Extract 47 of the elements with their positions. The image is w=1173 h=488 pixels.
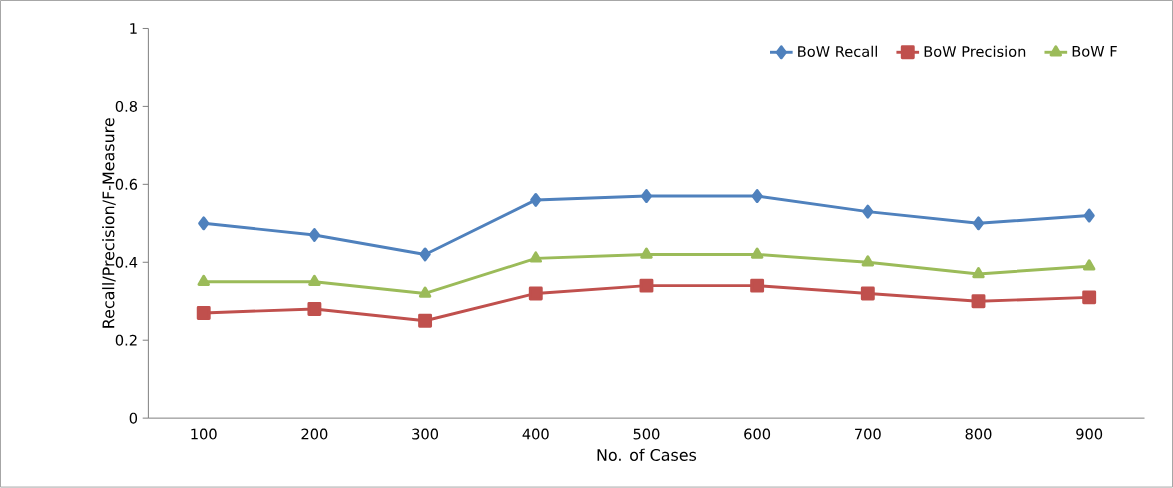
point bbox=[308, 228, 320, 243]
point bbox=[419, 247, 431, 262]
point bbox=[196, 306, 211, 321]
point bbox=[862, 204, 874, 219]
point bbox=[1083, 208, 1095, 223]
point bbox=[418, 286, 432, 298]
x-tick-label: 200 bbox=[301, 428, 328, 440]
y-axis-title: Recall/Precision/F-Measure bbox=[102, 118, 116, 328]
point bbox=[1082, 259, 1096, 271]
point bbox=[530, 193, 542, 208]
point bbox=[640, 189, 653, 204]
x-tick-label: 400 bbox=[522, 428, 549, 440]
point bbox=[198, 216, 210, 231]
y-tick-label: 0.4 bbox=[115, 256, 138, 268]
point bbox=[1082, 290, 1097, 305]
x-tick-label: 300 bbox=[412, 428, 439, 440]
point bbox=[972, 216, 985, 231]
x-tick-label: 600 bbox=[744, 428, 771, 440]
point bbox=[529, 251, 542, 263]
y-tick-label: 0 bbox=[129, 412, 138, 424]
point bbox=[418, 313, 433, 328]
y-tick-label: 0.8 bbox=[115, 101, 138, 113]
y-tick-label: 1 bbox=[130, 23, 137, 34]
x-tick-label: 700 bbox=[855, 428, 881, 440]
point bbox=[640, 247, 653, 259]
point bbox=[528, 286, 543, 301]
point bbox=[197, 275, 210, 287]
x-axis-title: No. of Cases bbox=[597, 448, 697, 462]
x-tick-label: 500 bbox=[633, 428, 660, 440]
point bbox=[307, 302, 322, 317]
point bbox=[639, 278, 654, 293]
x-tick-label: 900 bbox=[1076, 428, 1103, 440]
point bbox=[971, 294, 986, 309]
legend-label: BoW Recall bbox=[798, 45, 877, 58]
point bbox=[750, 278, 765, 293]
y-tick-label: 0.6 bbox=[115, 179, 138, 191]
point bbox=[972, 267, 985, 279]
point bbox=[751, 189, 763, 204]
x-tick-label: 800 bbox=[965, 428, 992, 440]
legend-label: BoW Precision bbox=[924, 45, 1026, 58]
point bbox=[750, 247, 764, 259]
point bbox=[861, 255, 875, 267]
x-tick-label: 100 bbox=[191, 428, 217, 440]
point bbox=[308, 275, 321, 287]
legend-label: BoW F bbox=[1072, 46, 1117, 58]
y-tick-label: 0.2 bbox=[115, 334, 137, 346]
point bbox=[860, 286, 875, 301]
